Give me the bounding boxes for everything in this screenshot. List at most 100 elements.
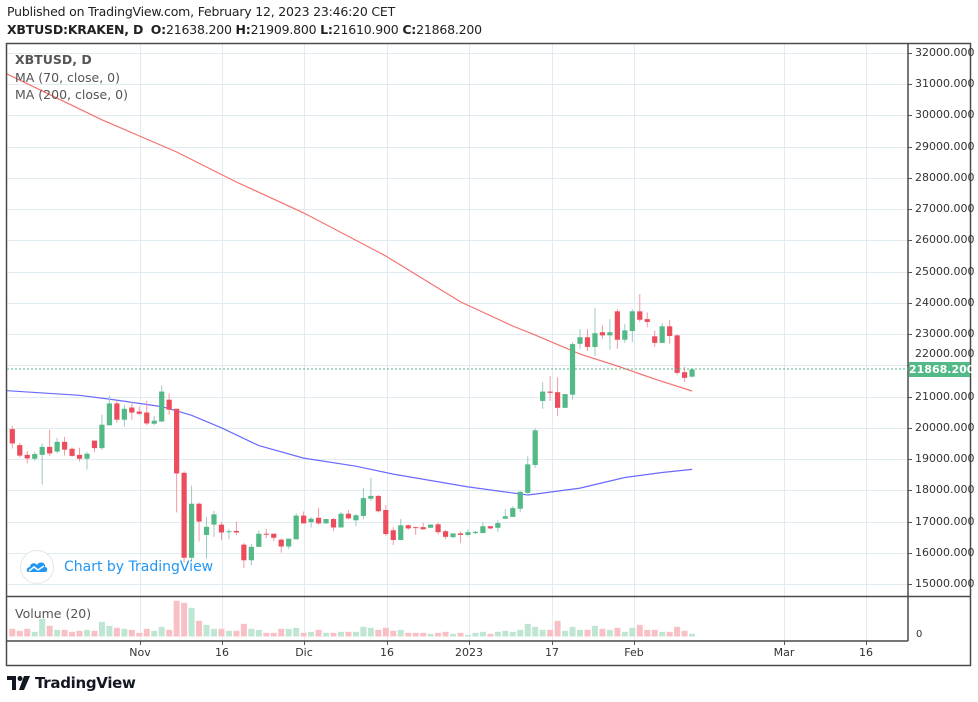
candle bbox=[368, 477, 374, 501]
x-tick-label: 17 bbox=[545, 646, 559, 659]
candle bbox=[413, 526, 419, 535]
candle-body bbox=[375, 495, 381, 512]
candle bbox=[345, 509, 352, 520]
candle bbox=[278, 538, 284, 553]
candle-body bbox=[256, 533, 262, 547]
candle bbox=[540, 382, 546, 409]
candle bbox=[525, 456, 531, 497]
volume-bar bbox=[547, 629, 554, 637]
candle-body bbox=[480, 526, 486, 534]
candle bbox=[248, 544, 254, 566]
candle bbox=[465, 529, 471, 537]
y-tick-label: 29000.000 bbox=[915, 139, 975, 153]
tradingview-watermark[interactable]: Chart by TradingView bbox=[20, 550, 213, 584]
candle-body bbox=[682, 372, 688, 378]
candle bbox=[622, 324, 628, 343]
volume-bar bbox=[128, 629, 135, 637]
volume-bar bbox=[435, 632, 442, 637]
candle-body bbox=[61, 441, 68, 450]
candle-body bbox=[487, 526, 493, 529]
candle bbox=[39, 443, 45, 485]
candle bbox=[114, 400, 120, 423]
volume-bar bbox=[636, 624, 643, 637]
volume-bar bbox=[16, 630, 23, 637]
candle bbox=[61, 436, 68, 456]
legend-ma-70[interactable]: MA (70, close, 0) bbox=[15, 70, 121, 85]
volume-bar bbox=[450, 633, 457, 637]
footer-logo[interactable]: TradingView bbox=[7, 674, 136, 692]
low-label: L: bbox=[320, 22, 333, 37]
candle-body bbox=[159, 391, 165, 422]
candle bbox=[76, 447, 83, 462]
candle-body bbox=[540, 391, 546, 401]
candle-body bbox=[218, 524, 225, 533]
volume-bar bbox=[69, 631, 76, 637]
candle-body bbox=[271, 533, 277, 538]
y-tick-label: 16000.000 bbox=[915, 545, 975, 559]
volume-bar bbox=[345, 631, 352, 637]
candle-body bbox=[278, 539, 284, 547]
high-value: 21909.800 bbox=[250, 22, 317, 37]
close-label: C: bbox=[402, 22, 417, 37]
volume-bar bbox=[300, 632, 307, 637]
candle-body bbox=[91, 440, 98, 449]
y-tick-label: 17000.000 bbox=[915, 514, 975, 528]
candle bbox=[405, 524, 411, 530]
candle bbox=[144, 400, 150, 426]
volume-bar bbox=[278, 628, 285, 637]
ma-line-red bbox=[6, 73, 693, 392]
watermark-text: Chart by TradingView bbox=[64, 559, 214, 575]
candle-body bbox=[345, 513, 352, 519]
volume-axis-tick: 0 bbox=[916, 629, 923, 640]
volume-bar bbox=[412, 632, 419, 637]
low-value: 21610.900 bbox=[332, 22, 399, 37]
volume-bar bbox=[330, 632, 337, 637]
candle bbox=[510, 506, 516, 517]
candle bbox=[91, 440, 98, 452]
volume-bar bbox=[210, 628, 217, 637]
y-tick-label: 31000.000 bbox=[915, 77, 975, 91]
candle bbox=[577, 329, 583, 349]
volume-bar bbox=[315, 629, 322, 637]
candle-body bbox=[599, 332, 606, 336]
volume-bar bbox=[629, 627, 636, 637]
volume-bar bbox=[457, 632, 464, 637]
candle-body bbox=[203, 526, 210, 535]
volume-bar bbox=[136, 632, 143, 637]
volume-bar bbox=[427, 633, 434, 637]
volume-bar bbox=[397, 629, 404, 637]
legend-ma-200[interactable]: MA (200, close, 0) bbox=[15, 87, 128, 102]
candle-body bbox=[428, 524, 434, 528]
y-tick-label: 19000.000 bbox=[915, 452, 975, 466]
volume-bar bbox=[644, 629, 651, 637]
y-tick-label: 22000.000 bbox=[915, 347, 975, 360]
candle bbox=[428, 524, 434, 528]
candle bbox=[667, 320, 673, 344]
volume-bar bbox=[577, 629, 584, 637]
volume-bar bbox=[554, 620, 561, 637]
y-tick-label: 26000.000 bbox=[915, 233, 975, 247]
volume-bar bbox=[360, 626, 367, 637]
candle bbox=[129, 401, 135, 420]
volume-bar bbox=[569, 626, 576, 637]
legend-symbol: XBTUSD, D bbox=[15, 52, 92, 67]
candle bbox=[495, 520, 501, 532]
y-tick-label: 28000.000 bbox=[915, 170, 975, 184]
chart-frame bbox=[5, 42, 972, 667]
volume-bar bbox=[113, 627, 120, 637]
candle bbox=[375, 494, 381, 513]
candle-body bbox=[420, 527, 426, 530]
volume-bar bbox=[367, 627, 374, 637]
candle-body bbox=[24, 454, 30, 459]
candle-body bbox=[54, 441, 60, 452]
y-tick-label: 32000.000 bbox=[915, 46, 975, 59]
volume-bar bbox=[323, 632, 330, 637]
legend-volume[interactable]: Volume (20) bbox=[15, 606, 92, 621]
volume-bar bbox=[233, 630, 240, 637]
tradingview-logo-icon bbox=[7, 676, 30, 690]
volume-bar bbox=[502, 630, 509, 637]
candle bbox=[562, 394, 568, 408]
candle-body bbox=[301, 515, 307, 524]
y-tick-label: 27000.000 bbox=[915, 202, 975, 216]
